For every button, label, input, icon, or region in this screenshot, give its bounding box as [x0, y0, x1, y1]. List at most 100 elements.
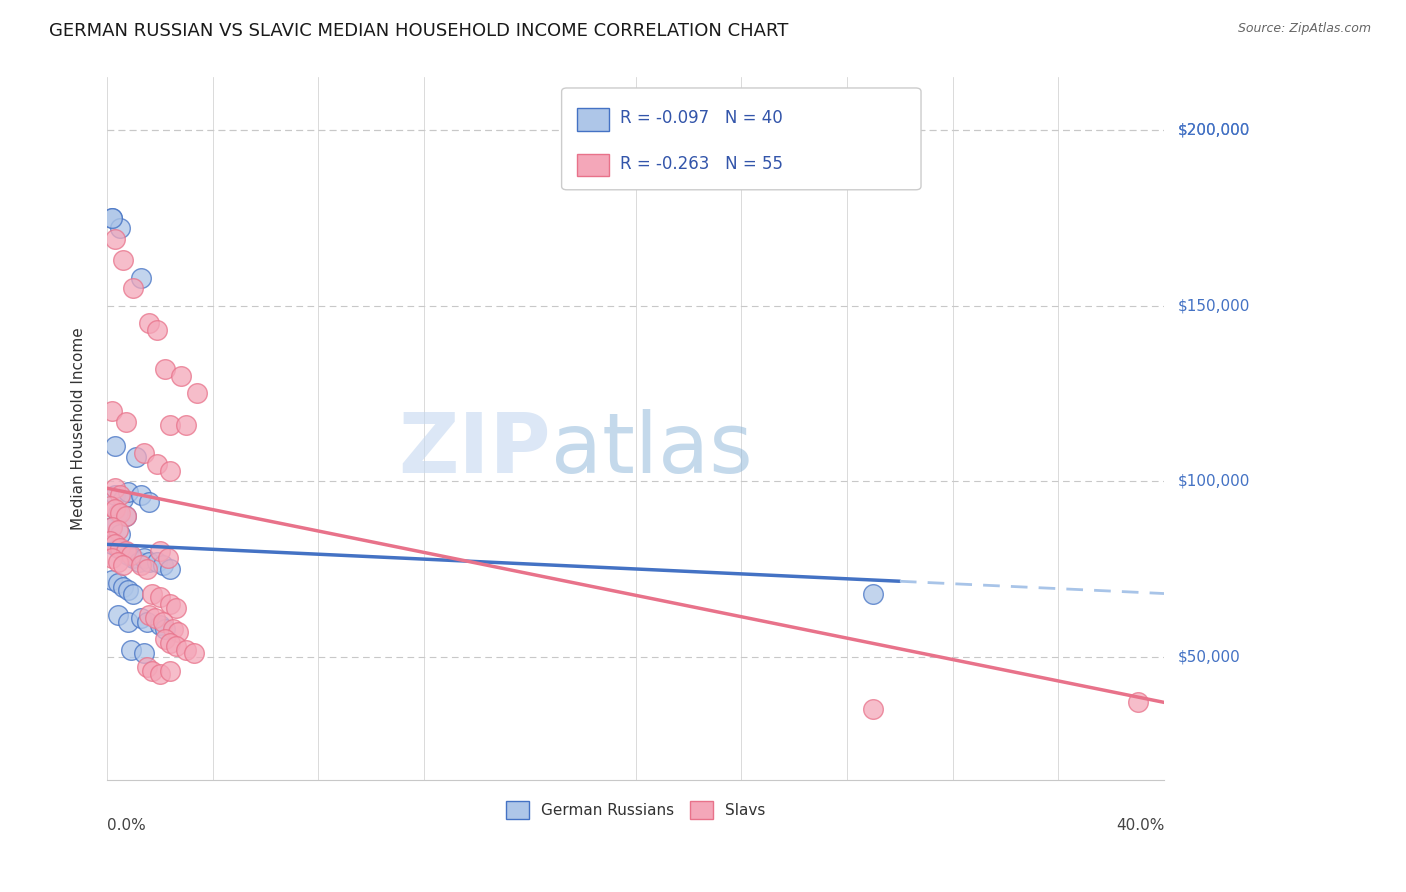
Point — [152, 558, 174, 573]
Point — [135, 615, 157, 629]
Point — [862, 586, 884, 600]
Point — [114, 544, 136, 558]
Point — [122, 551, 145, 566]
Point — [135, 562, 157, 576]
Point — [159, 636, 181, 650]
Text: atlas: atlas — [551, 409, 752, 490]
Point — [114, 509, 136, 524]
Point — [155, 622, 177, 636]
Point — [135, 660, 157, 674]
Point — [104, 502, 127, 516]
Point — [143, 611, 166, 625]
Point — [131, 558, 153, 573]
Point — [107, 506, 129, 520]
Point — [101, 211, 124, 225]
Point — [101, 537, 124, 551]
Text: R = -0.097   N = 40: R = -0.097 N = 40 — [620, 109, 783, 128]
Legend: German Russians, Slavs: German Russians, Slavs — [501, 795, 772, 824]
Point — [114, 509, 136, 524]
Y-axis label: Median Household Income: Median Household Income — [72, 327, 86, 530]
Point — [104, 537, 127, 551]
FancyBboxPatch shape — [561, 88, 921, 190]
Text: 0.0%: 0.0% — [107, 818, 146, 833]
Point — [104, 439, 127, 453]
Point — [132, 551, 155, 566]
Point — [110, 488, 132, 502]
Point — [149, 544, 172, 558]
Point — [159, 464, 181, 478]
Point — [183, 646, 205, 660]
Point — [167, 625, 190, 640]
Point — [98, 533, 121, 548]
Point — [111, 558, 134, 573]
Point — [114, 415, 136, 429]
Point — [132, 446, 155, 460]
Point — [101, 404, 124, 418]
Point — [111, 252, 134, 267]
Point — [128, 555, 150, 569]
Point — [125, 450, 148, 464]
Point — [120, 548, 142, 562]
Point — [155, 362, 177, 376]
FancyBboxPatch shape — [578, 108, 609, 131]
Point — [165, 639, 187, 653]
Point — [104, 481, 127, 495]
Point — [138, 495, 160, 509]
Point — [110, 506, 132, 520]
Text: $50,000: $50,000 — [1178, 649, 1240, 665]
Point — [155, 632, 177, 647]
Point — [111, 491, 134, 506]
Point — [131, 270, 153, 285]
Point — [149, 618, 172, 632]
Point — [107, 607, 129, 622]
Point — [159, 664, 181, 678]
Point — [107, 524, 129, 538]
Point — [98, 499, 121, 513]
Point — [138, 316, 160, 330]
Point — [107, 555, 129, 569]
Point — [104, 232, 127, 246]
Point — [117, 548, 139, 562]
Point — [170, 368, 193, 383]
Point — [176, 642, 198, 657]
Text: GERMAN RUSSIAN VS SLAVIC MEDIAN HOUSEHOLD INCOME CORRELATION CHART: GERMAN RUSSIAN VS SLAVIC MEDIAN HOUSEHOL… — [49, 22, 789, 40]
Point — [111, 580, 134, 594]
Point — [117, 615, 139, 629]
Point — [131, 611, 153, 625]
Point — [117, 484, 139, 499]
Point — [146, 555, 169, 569]
Point — [120, 642, 142, 657]
Text: $200,000: $200,000 — [1178, 122, 1250, 137]
Text: R = -0.263   N = 55: R = -0.263 N = 55 — [620, 155, 783, 173]
Text: ZIP: ZIP — [398, 409, 551, 490]
Point — [107, 541, 129, 555]
Point — [101, 551, 124, 566]
Point — [146, 457, 169, 471]
Text: $150,000: $150,000 — [1178, 298, 1250, 313]
Point — [186, 386, 208, 401]
Point — [152, 615, 174, 629]
FancyBboxPatch shape — [578, 154, 609, 177]
Text: 40.0%: 40.0% — [1116, 818, 1164, 833]
Point — [176, 417, 198, 432]
Point — [101, 211, 124, 225]
Point — [156, 551, 179, 566]
Point — [104, 488, 127, 502]
Point — [149, 590, 172, 604]
Point — [122, 586, 145, 600]
Point — [122, 281, 145, 295]
Point — [141, 664, 163, 678]
Text: $100,000: $100,000 — [1178, 474, 1250, 489]
Point — [111, 544, 134, 558]
Point — [132, 646, 155, 660]
Point — [101, 520, 124, 534]
Point — [146, 323, 169, 337]
Point — [138, 607, 160, 622]
Text: Source: ZipAtlas.com: Source: ZipAtlas.com — [1237, 22, 1371, 36]
Point — [149, 667, 172, 681]
Point — [159, 417, 181, 432]
Point — [107, 576, 129, 591]
Point — [101, 520, 124, 534]
Point — [110, 221, 132, 235]
Point — [1126, 695, 1149, 709]
